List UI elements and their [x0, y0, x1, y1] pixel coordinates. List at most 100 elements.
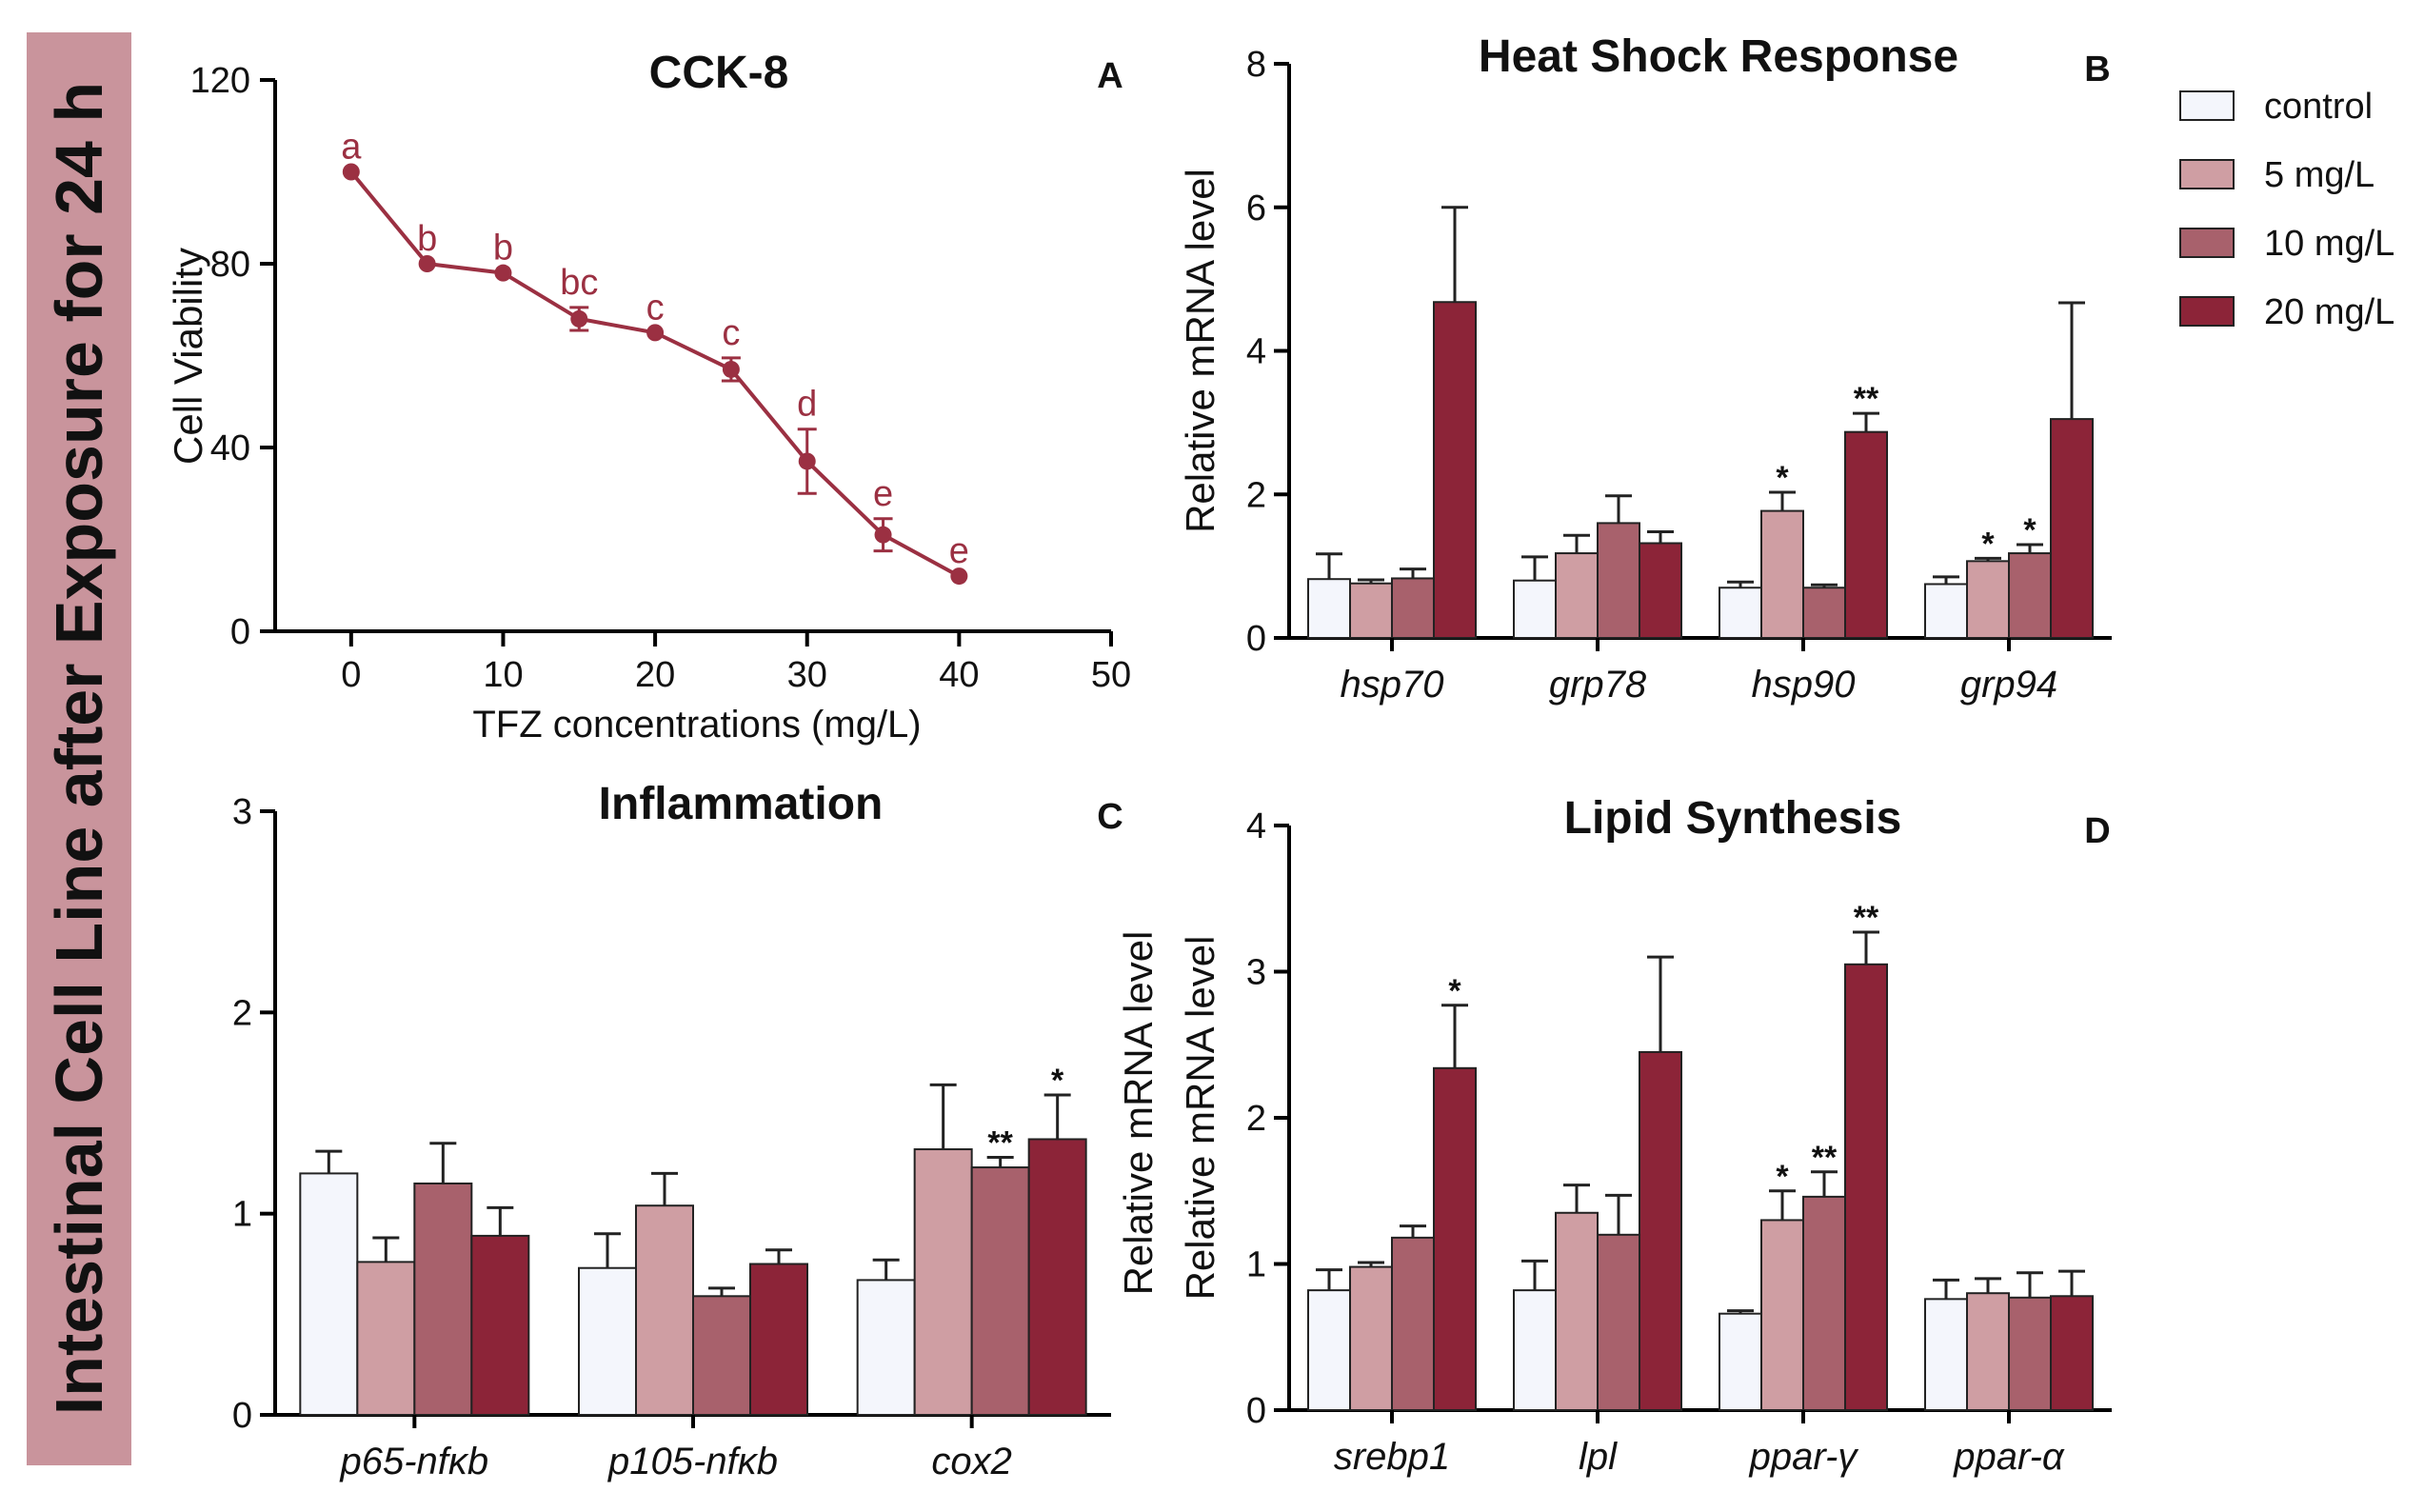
chart-b-bar [1513, 579, 1557, 640]
chart-b-bar [1597, 522, 1640, 640]
chart-c-y-tick-label: 2 [232, 993, 252, 1033]
chart-a-x-tick-label: 0 [341, 655, 361, 695]
chart-b-bar [1719, 587, 1762, 639]
chart-a-y-tick-label: 80 [210, 245, 250, 285]
chart-a-y-tick-label: 120 [190, 61, 250, 101]
chart-b-bar [1555, 552, 1599, 639]
chart-c-bar [1027, 1138, 1087, 1417]
chart-a-group-letter: bc [560, 263, 598, 303]
chart-c-bar [635, 1204, 694, 1417]
chart-b-significance-mark: * [2023, 512, 2037, 548]
chart-a-title: CCK-8 [649, 48, 789, 98]
chart-a-data-point [342, 163, 360, 181]
chart-a-group-letter: b [417, 219, 437, 259]
chart-d-bar [1391, 1236, 1435, 1411]
chart-d-bar [1802, 1195, 1846, 1412]
chart-c-category-label: p105-nfκb [607, 1441, 778, 1482]
chart-a: 0 40 80 120 0 10 20 30 40 50 TFZ concentrations (m… [166, 48, 1131, 746]
chart-d-bar [1844, 963, 1888, 1411]
chart-b-bar [1433, 301, 1477, 639]
chart-d-bar [2050, 1295, 2094, 1412]
chart-a-data-point [418, 255, 436, 272]
chart-d-y-tick-label: 4 [1246, 806, 1266, 846]
chart-d-significance-mark: * [1776, 1159, 1789, 1195]
chart-d-y-tick-label: 2 [1246, 1099, 1266, 1139]
chart-c-significance-mark: ** [987, 1124, 1013, 1161]
chart-d-category-label: ppar-γ [1749, 1436, 1859, 1478]
chart-a-panel-label: A [1097, 56, 1123, 96]
chart-d-bar [1639, 1050, 1682, 1412]
chart-d-bar [1433, 1066, 1477, 1412]
chart-a-data-point [722, 360, 740, 378]
chart-d-panel-label: D [2084, 811, 2110, 851]
chart-c-y-tick-label: 1 [232, 1195, 252, 1235]
chart-c-bar [356, 1261, 416, 1417]
chart-b-category-label: hsp90 [1752, 664, 1856, 706]
chart-b-y-tick-label: 0 [1246, 619, 1266, 659]
chart-d-bar [1966, 1292, 2010, 1411]
chart-d-y-label: Relative mRNA level [1178, 936, 1222, 1301]
chart-d-y-tick-label: 3 [1246, 953, 1266, 993]
chart-a-y-tick-label: 40 [210, 428, 250, 468]
chart-c-y-tick-label: 3 [232, 792, 252, 832]
chart-b-y-label: Relative mRNA level [1178, 169, 1222, 533]
chart-d-bar [2008, 1296, 2052, 1412]
chart-b-bar [1391, 577, 1435, 639]
legend-label: 5 mg/L [2264, 155, 2374, 195]
chart-a-data-point [646, 324, 665, 342]
side-title-banner: Intestinal Cell Line after Exposure for … [27, 32, 131, 1465]
chart-d-bar [1555, 1211, 1599, 1412]
chart-a-group-letter: d [797, 385, 817, 425]
chart-c-panel-label: C [1097, 797, 1123, 837]
chart-c-bar [470, 1234, 530, 1416]
chart-b-bar [1802, 587, 1846, 639]
chart-a-y-tick-label: 0 [230, 612, 250, 652]
legend-swatch [2179, 296, 2235, 327]
chart-b-significance-mark: ** [1854, 381, 1879, 417]
chart-d-category-label: lpl [1579, 1436, 1618, 1478]
chart-c-bar [299, 1172, 359, 1417]
legend-label: control [2264, 87, 2373, 127]
chart-d-category-label: srebp1 [1334, 1436, 1450, 1478]
chart-a-x-tick-label: 40 [939, 655, 979, 695]
chart-c-bar [578, 1266, 637, 1417]
chart-c-title: Inflammation [599, 779, 884, 829]
legend-label: 10 mg/L [2264, 224, 2394, 264]
chart-b-bar [1966, 560, 2010, 640]
chart-a-data-point [570, 309, 588, 328]
chart-b-significance-mark: * [1981, 526, 1995, 562]
chart-a-y-label: Cell Viability [166, 248, 210, 465]
chart-a-x-tick-label: 50 [1091, 655, 1131, 695]
chart-b-bar [1760, 509, 1804, 639]
chart-a-group-letter: a [341, 128, 362, 168]
chart-d-bar [1924, 1298, 1968, 1411]
chart-d-y-tick-label: 0 [1246, 1391, 1266, 1431]
chart-d-y-tick-label: 1 [1246, 1245, 1266, 1285]
chart-b-bar [2008, 552, 2052, 639]
chart-a-x-tick-label: 20 [635, 655, 675, 695]
chart-b-category-label: grp78 [1549, 664, 1647, 706]
chart-d-bar [1719, 1312, 1762, 1411]
chart-a-group-letter: e [873, 474, 893, 514]
chart-d-bar [1307, 1289, 1351, 1412]
chart-c-bar [692, 1295, 751, 1417]
chart-a-x-tick-label: 30 [787, 655, 827, 695]
chart-a-x-tick-label: 10 [483, 655, 523, 695]
chart-c-y-label: Relative mRNA level [1116, 931, 1161, 1296]
chart-d-significance-mark: ** [1854, 900, 1879, 936]
chart-b-y-tick-label: 8 [1246, 45, 1266, 85]
chart-a-group-letter: c [646, 288, 665, 328]
chart-d-bar [1597, 1233, 1640, 1412]
chart-c-bar [856, 1279, 916, 1416]
chart-a-group-letter: e [949, 531, 969, 571]
chart-d-significance-mark: ** [1812, 1140, 1838, 1176]
chart-b-y-tick-label: 6 [1246, 189, 1266, 229]
chart-b-bar [1307, 578, 1351, 640]
chart-b-category-label: hsp70 [1341, 664, 1444, 706]
chart-d-bar [1349, 1265, 1393, 1411]
legend-swatch [2179, 228, 2235, 258]
chart-c-category-label: p65-nfκb [339, 1441, 488, 1482]
